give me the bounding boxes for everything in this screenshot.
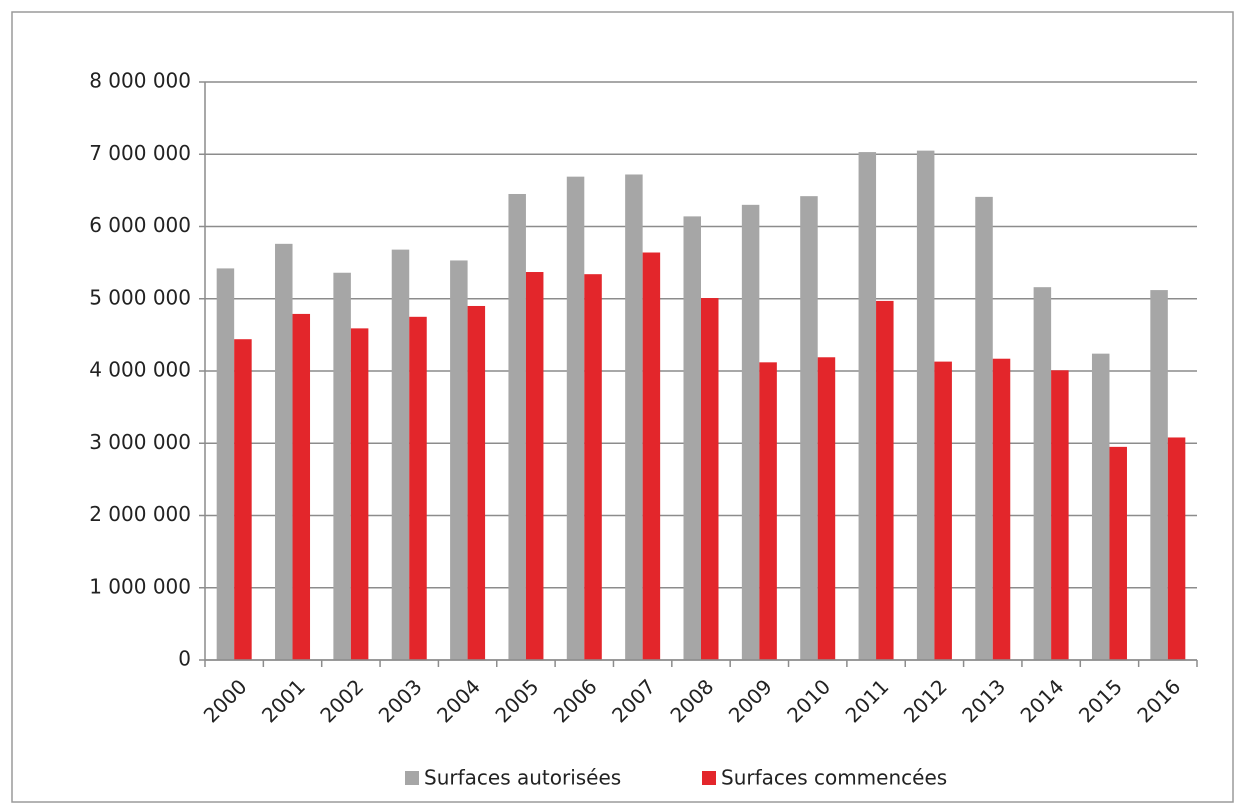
bar [1109,446,1127,660]
bar [817,357,836,660]
legend-swatch [702,771,716,785]
y-tick-label: 3 000 000 [89,430,191,454]
y-tick-label: 7 000 000 [89,141,191,165]
bar [1033,287,1052,660]
bar [759,362,777,660]
bar [642,252,661,660]
bar [275,243,293,660]
y-tick-label: 4 000 000 [89,358,191,382]
bar [916,150,935,660]
bar [625,174,643,661]
bar [992,358,1011,660]
y-tick-label: 0 [178,647,191,671]
bar [934,361,952,660]
legend-swatch [405,771,419,785]
y-tick-label: 2 000 000 [89,502,191,526]
bar [1167,437,1186,660]
chart-frame [11,11,1234,803]
bar [800,196,818,660]
bar [1150,290,1168,660]
y-tick-label: 8 000 000 [89,69,191,93]
bar [525,272,544,660]
bar [467,305,486,660]
y-tick-label: 1 000 000 [89,574,191,598]
bar [858,152,877,660]
y-tick-label: 6 000 000 [89,213,191,237]
legend-label: Surfaces autorisées [424,766,621,790]
bar [450,260,468,660]
bar [508,193,526,661]
bar [701,298,719,660]
bar [216,268,235,660]
bar [741,204,760,660]
bar [409,316,427,660]
legend: Surfaces autorisées Surfaces commencées [405,766,947,790]
bar [391,249,410,660]
bar [584,274,602,660]
bar [683,216,701,660]
legend-label: Surfaces commencées [721,766,947,790]
bar [566,176,585,660]
bar [333,272,351,660]
bar [292,313,311,660]
bar [1051,370,1069,660]
bar [975,196,993,660]
bar [234,339,252,660]
y-tick-label: 5 000 000 [89,285,191,309]
bar [350,328,369,660]
bar [876,300,894,660]
bar [1091,353,1110,660]
